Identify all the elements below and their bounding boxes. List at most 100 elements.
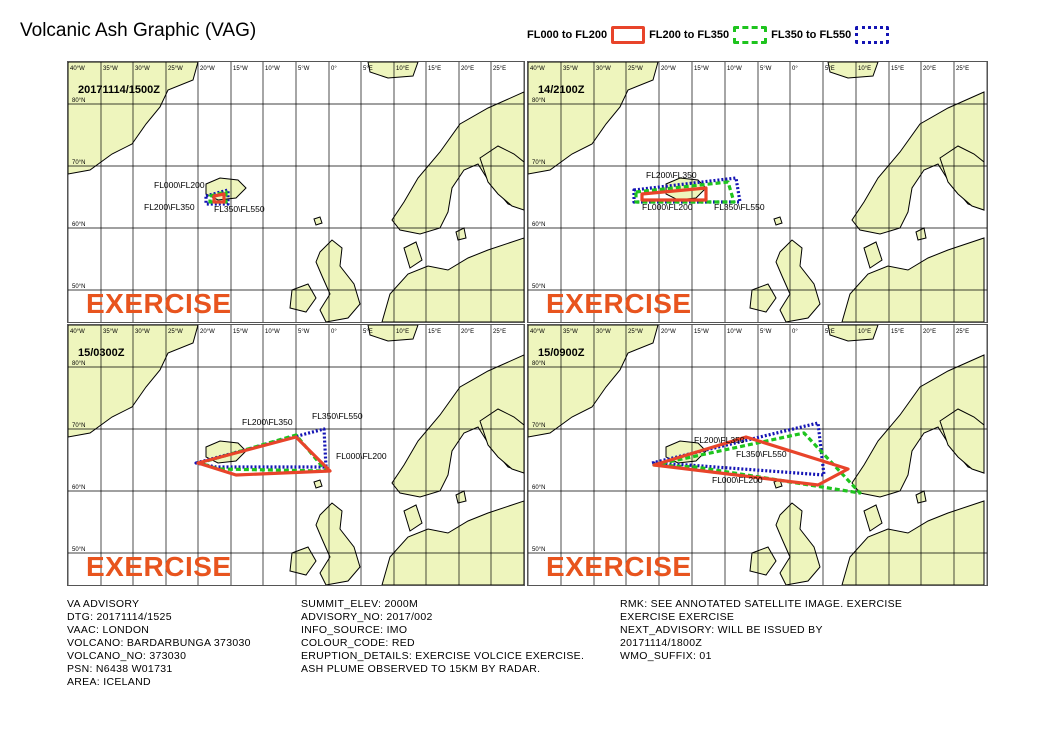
flight-level-label: FL200\FL350 [242, 417, 293, 427]
legend: FL000 to FL200 FL200 to FL350 FL350 to F… [527, 24, 893, 46]
landmass-faroe [313, 479, 323, 489]
lon-tick-label: 25°E [956, 329, 969, 335]
flight-level-label: FL200\FL350 [646, 170, 697, 180]
ash-cloud-outline-1 [652, 431, 862, 495]
lon-tick-label: 25°W [168, 66, 183, 72]
lat-tick-label: 80°N [532, 98, 545, 104]
lon-tick-label: 5°E [363, 329, 373, 335]
lon-tick-label: 25°E [493, 329, 506, 335]
lon-tick-label: 15°E [428, 329, 441, 335]
exercise-label: EXERCISE [86, 288, 232, 319]
lon-tick-label: 40°W [70, 329, 85, 335]
lon-tick-label: 5°E [825, 66, 835, 72]
lon-tick-label: 20°W [661, 66, 676, 72]
landmass-finland [939, 145, 985, 211]
legend-item-fl200-fl350: FL200 to FL350 [649, 26, 771, 44]
landmass-britain [315, 239, 361, 322]
landmass-europe [841, 500, 985, 585]
map-svg: 40°W 35°W 30°W 25°W 20°W 15°W 10°W 5°W 0° 5°E 10°E… [528, 325, 987, 585]
lat-tick-label: 60°N [532, 222, 545, 228]
landmass-ireland [289, 283, 317, 313]
landmass-ireland [749, 283, 777, 313]
lon-tick-label: 0° [331, 66, 337, 72]
legend-item-fl000-fl200: FL000 to FL200 [527, 26, 649, 44]
advisory-line: INFO_SOURCE: IMO [301, 624, 408, 636]
lon-tick-label: 20°W [200, 66, 215, 72]
landmass-europe [841, 237, 985, 322]
lon-tick-label: 20°W [200, 329, 215, 335]
lat-tick-label: 60°N [72, 485, 85, 491]
advisory-line: COLOUR_CODE: RED [301, 637, 415, 649]
ash-cloud-outline-0 [632, 176, 742, 204]
flight-level-label: FL350\FL550 [736, 449, 787, 459]
panel-time: 14/2100Z [538, 84, 585, 96]
advisory-line: SUMMIT_ELEV: 2000M [301, 598, 419, 610]
advisory-line: 20171114/1800Z [620, 637, 703, 649]
advisory-line: VOLCANO: BARDARBUNGA 373030 [67, 637, 251, 649]
map-svg: 40°W 35°W 30°W 25°W 20°W 15°W 10°W 5°W 0° 5°E 10°E… [68, 325, 524, 585]
advisory-line: VA ADVISORY [67, 598, 140, 610]
advisory-line: ASH PLUME OBSERVED TO 15KM BY RADAR. [301, 663, 541, 675]
exercise-label: EXERCISE [546, 551, 692, 582]
lon-tick-label: 15°E [428, 66, 441, 72]
landmass-faroe [773, 216, 783, 226]
lon-tick-label: 40°W [530, 66, 545, 72]
landmass-britain [775, 239, 821, 322]
flight-level-label: FL000\FL200 [712, 475, 763, 485]
landmass-baltic_isl [455, 490, 467, 504]
lon-tick-label: 15°W [694, 329, 709, 335]
landmass-baltic_isl [455, 227, 467, 241]
lon-tick-label: 10°W [727, 329, 742, 335]
ash-cloud-outline-1 [634, 180, 736, 204]
lon-tick-label: 40°W [530, 329, 545, 335]
exercise-label: EXERCISE [86, 551, 232, 582]
landmass-denmark [863, 241, 883, 269]
lon-tick-label: 5°E [363, 66, 373, 72]
panel-time: 20171114/1500Z [78, 84, 160, 96]
flight-level-label: FL200\FL350 [694, 435, 745, 445]
legend-label: FL200 to FL350 [649, 29, 730, 41]
landmass-faroe [313, 216, 323, 226]
lon-tick-label: 25°E [956, 66, 969, 72]
lon-tick-label: 10°E [858, 66, 871, 72]
lon-tick-label: 5°W [760, 66, 772, 72]
flight-level-label: FL000\FL200 [336, 451, 387, 461]
lon-tick-label: 20°E [923, 329, 936, 335]
page-title: Volcanic Ash Graphic (VAG) [20, 20, 257, 41]
ash-cloud-outline-0 [650, 421, 826, 477]
lon-tick-label: 15°E [891, 329, 904, 335]
lat-tick-label: 50°N [532, 284, 545, 290]
ash-cloud-outline-0 [204, 188, 230, 206]
landmass-svalbard [367, 62, 419, 79]
lon-tick-label: 35°W [103, 329, 118, 335]
legend-swatch-blue [855, 26, 890, 44]
lon-tick-label: 25°W [628, 329, 643, 335]
advisory-line: VAAC: LONDON [67, 624, 150, 636]
lon-tick-label: 20°E [461, 329, 474, 335]
lat-tick-label: 70°N [532, 160, 545, 166]
lon-tick-label: 30°W [596, 66, 611, 72]
lat-tick-label: 60°N [72, 222, 85, 228]
lon-tick-label: 5°W [298, 329, 310, 335]
lon-tick-label: 10°W [265, 66, 280, 72]
advisory-line: VOLCANO_NO: 373030 [67, 650, 187, 662]
map-panel-2: 40°W 35°W 30°W 25°W 20°W 15°W 10°W 5°W 0° 5°E 10°E… [527, 61, 988, 323]
map-svg: 40°W 35°W 30°W 25°W 20°W 15°W 10°W 5°W 0° 5°E 10°E… [528, 62, 987, 322]
landmass-ireland [289, 546, 317, 576]
advisory-line: NEXT_ADVISORY: WILL BE ISSUED BY [620, 624, 823, 636]
lon-tick-label: 30°W [135, 66, 150, 72]
map-panel-4: 40°W 35°W 30°W 25°W 20°W 15°W 10°W 5°W 0° 5°E 10°E… [527, 324, 988, 586]
lat-tick-label: 80°N [72, 98, 85, 104]
lon-tick-label: 10°W [727, 66, 742, 72]
lon-tick-label: 15°W [694, 66, 709, 72]
flight-level-label: FL350\FL550 [214, 204, 265, 214]
legend-label: FL350 to FL550 [771, 29, 852, 41]
panel-time: 15/0900Z [538, 347, 585, 359]
advisory-line: DTG: 20171114/1525 [67, 611, 172, 623]
lon-tick-label: 35°W [103, 66, 118, 72]
flight-level-label: FL350\FL550 [312, 411, 363, 421]
ash-cloud-outline-2 [652, 435, 850, 487]
flight-level-label: FL350\FL550 [714, 202, 765, 212]
flight-level-label: FL200\FL350 [144, 202, 195, 212]
advisory-column-2: SUMMIT_ELEV: 2000M ADVISORY_NO: 2017/002… [301, 598, 584, 676]
